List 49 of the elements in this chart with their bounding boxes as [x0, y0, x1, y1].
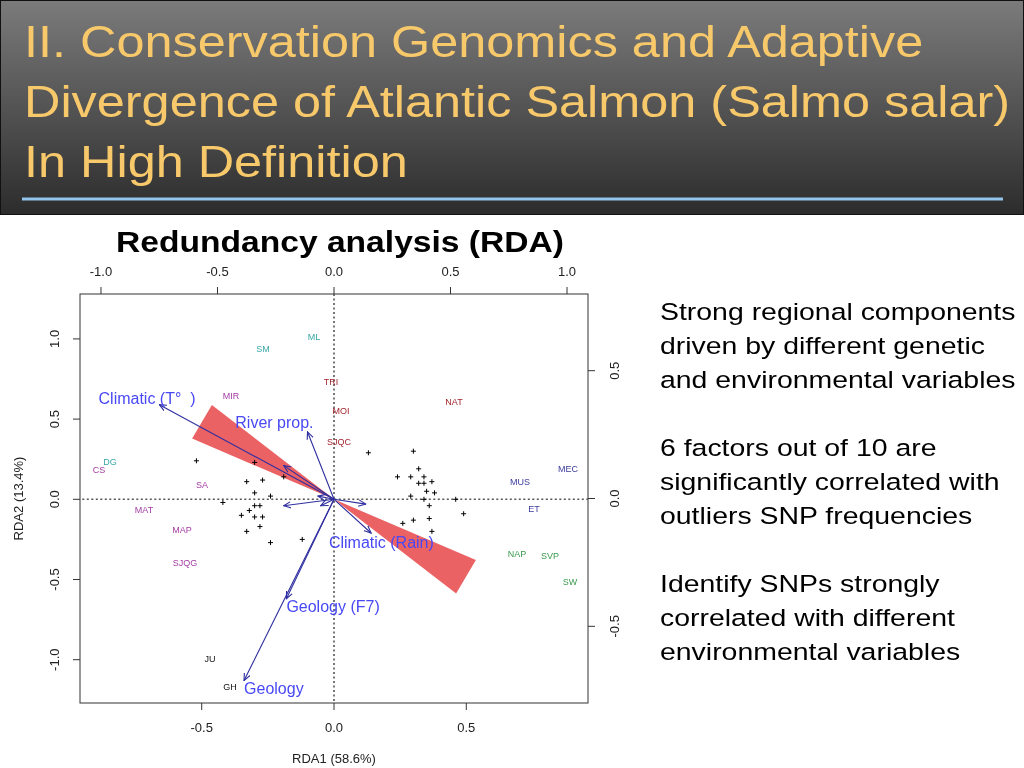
x-tick-label: 0.5: [457, 719, 476, 735]
annotation: SJQC: [326, 437, 352, 447]
annotation: MUS: [510, 477, 530, 487]
x2-tick-label: 0.5: [441, 263, 460, 279]
y-tick-label: 0.0: [47, 490, 63, 509]
annotation: MAP: [172, 525, 192, 535]
x2-tick-label: -0.5: [206, 263, 229, 279]
x-tick-label: 0.0: [324, 719, 344, 735]
text: Strong regional components driven by different genetic and environmental variables: [660, 297, 1017, 395]
annotation: JU: [204, 654, 216, 664]
y2-tick-label: 0.5: [606, 361, 622, 380]
chart-title: II. Conservation Genomics and Adaptive Divergence of Atlantic Salmon (Salmo salar) In High Definition: [24, 15, 1012, 189]
annotation: MEC: [558, 464, 579, 474]
text: 6 factors out of 10 are significantly correlated with outliers SNP frequencies: [660, 433, 1001, 531]
x2-tick-label: 1.0: [557, 263, 577, 279]
series-label: Geology: [244, 679, 304, 697]
x2-tick-label: -1.0: [89, 263, 113, 279]
annotation: SM: [256, 344, 270, 354]
y2-tick-label: -0.5: [606, 615, 622, 638]
y-tick-label: -0.5: [47, 568, 63, 591]
annotation: NAT: [445, 397, 464, 407]
annotation: CS: [92, 465, 106, 475]
annotation: DG: [103, 457, 117, 467]
y-tick-label: 1.0: [47, 329, 63, 348]
annotation: MOI: [332, 406, 350, 416]
annotation: ML: [307, 332, 321, 342]
annotation: TRI: [323, 377, 339, 387]
annotation: MIR: [222, 391, 240, 401]
series-label: Geology (F7): [286, 597, 380, 615]
text: Identify SNPs strongly correlated with different environmental variables: [660, 569, 962, 667]
annotation: NAP: [507, 549, 527, 559]
annotation: GH: [223, 682, 237, 692]
y2-tick-label: 0.0: [606, 489, 622, 508]
x-tick-label: -0.5: [190, 719, 213, 735]
y-axis-title: RDA2 (13.4%): [10, 456, 26, 541]
series-label: Climatic (Rain): [328, 533, 434, 551]
y-tick-label: 0.5: [47, 410, 63, 429]
series-label: Climatic (T° ): [98, 389, 196, 407]
chart-subtitle: Redundancy analysis (RDA): [116, 225, 564, 259]
y-tick-label: -1.0: [47, 648, 63, 671]
annotation: SW: [562, 577, 578, 587]
annotation: MAT: [134, 505, 154, 515]
annotation: SA: [195, 480, 209, 490]
series-label: River prop.: [235, 413, 314, 431]
annotation: SVP: [540, 551, 560, 561]
x-axis-title: RDA1 (58.6%): [292, 750, 376, 766]
annotation: ET: [528, 504, 541, 514]
annotation: SJQG: [172, 558, 198, 568]
x2-tick-label: 0.0: [324, 263, 344, 279]
